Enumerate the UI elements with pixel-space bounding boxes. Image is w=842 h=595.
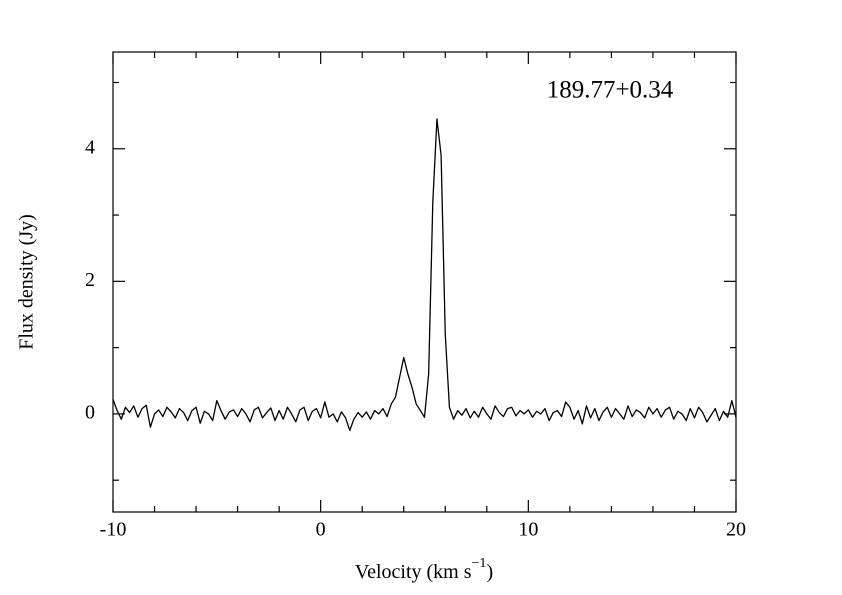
x-tick-label: -10 bbox=[100, 519, 127, 541]
x-tick-label: 10 bbox=[518, 519, 538, 541]
x-label-part: Velocity (km s bbox=[355, 561, 472, 583]
y-tick-label: 0 bbox=[85, 401, 95, 423]
spectrum-line bbox=[112, 118, 737, 432]
x-label-sup: −1 bbox=[472, 556, 487, 571]
x-axis-label: Velocity (km s−1) bbox=[355, 556, 493, 582]
y-tick-label: 2 bbox=[85, 269, 95, 291]
y-axis-label: Flux density (Jy) bbox=[16, 214, 38, 350]
annotation: 189.77+0.34 bbox=[547, 77, 674, 104]
x-tick-label: 0 bbox=[316, 519, 326, 541]
x-tick-label: 20 bbox=[726, 519, 746, 541]
plot-frame bbox=[112, 51, 737, 513]
x-label-part: ) bbox=[486, 561, 493, 583]
y-tick-label: 4 bbox=[85, 136, 95, 158]
